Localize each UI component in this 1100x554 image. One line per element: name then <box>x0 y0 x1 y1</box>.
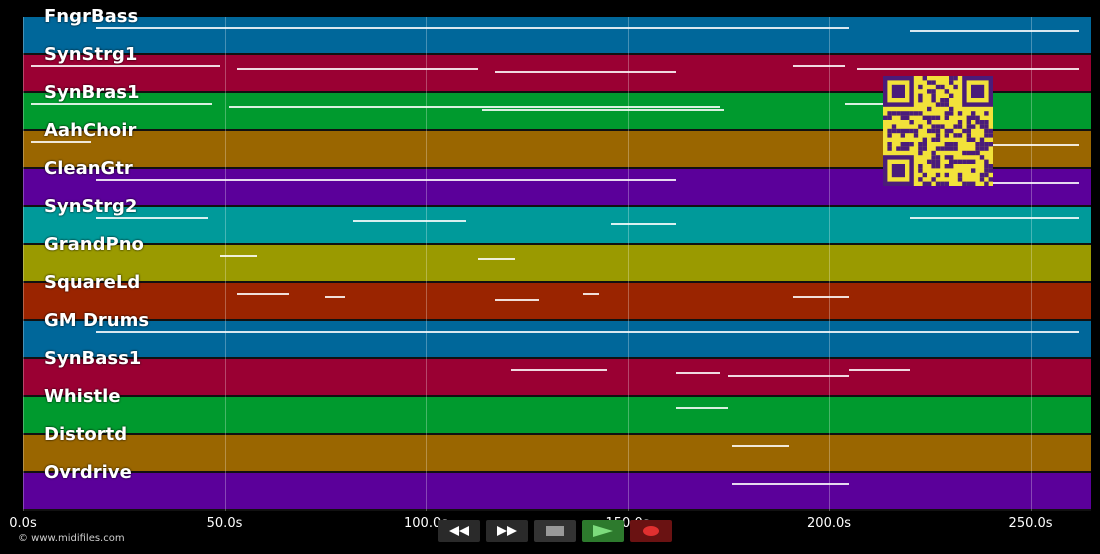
track-label: AahChoir <box>44 120 137 141</box>
note-segment <box>95 331 1079 333</box>
fast-forward-button[interactable] <box>486 520 528 542</box>
rewind-button[interactable] <box>438 520 480 542</box>
track-label: SynStrg1 <box>44 44 138 65</box>
time-tick-label: 200.0s <box>807 516 852 531</box>
note-segment <box>849 369 910 371</box>
track-row[interactable] <box>23 207 1091 245</box>
track-label: Distortd <box>44 424 128 445</box>
note-segment <box>31 103 213 105</box>
track-row[interactable] <box>23 283 1091 321</box>
note-segment <box>31 65 221 67</box>
track-label: Whistle <box>44 386 121 407</box>
fast-forward-icon <box>497 526 517 536</box>
note-segment <box>792 65 846 67</box>
note-segment <box>494 299 539 301</box>
record-button[interactable] <box>630 520 672 542</box>
note-segment <box>95 179 676 181</box>
note-segment <box>732 483 850 485</box>
track-row[interactable] <box>23 473 1091 511</box>
note-segment <box>728 375 850 377</box>
note-segment <box>325 296 346 298</box>
note-segment <box>909 30 1079 32</box>
grid-line <box>627 17 629 511</box>
track-row[interactable] <box>23 435 1091 473</box>
note-segment <box>353 220 467 222</box>
time-tick-label: 250.0s <box>1008 516 1053 531</box>
track-label: GrandPno <box>44 234 144 255</box>
note-segment <box>236 293 289 295</box>
track-row[interactable] <box>23 245 1091 283</box>
note-segment <box>220 255 257 257</box>
note-segment <box>990 182 1079 184</box>
note-segment <box>228 106 721 108</box>
note-segment <box>95 217 209 219</box>
transport-controls <box>438 520 672 542</box>
track-row[interactable] <box>23 359 1091 397</box>
time-tick-label: 100.0s <box>404 516 449 531</box>
track-row[interactable] <box>23 397 1091 435</box>
play-button[interactable] <box>582 520 624 542</box>
copyright-text: © www.midifiles.com <box>18 533 125 544</box>
note-segment <box>236 68 479 70</box>
track-label: SynBass1 <box>44 348 142 369</box>
rewind-icon <box>449 526 469 536</box>
note-segment <box>494 71 676 73</box>
grid-line <box>426 17 428 511</box>
note-segment <box>857 68 1079 70</box>
note-segment <box>583 293 600 295</box>
grid-line <box>224 17 226 511</box>
qr-code <box>883 76 993 186</box>
note-segment <box>510 369 608 371</box>
grid-line <box>23 17 24 511</box>
play-icon <box>593 525 613 537</box>
track-row[interactable] <box>23 17 1091 55</box>
record-icon <box>643 526 659 536</box>
time-tick-label: 50.0s <box>206 516 243 531</box>
track-label: SynStrg2 <box>44 196 138 217</box>
track-label: CleanGtr <box>44 158 133 179</box>
track-label: GM Drums <box>44 310 150 331</box>
track-label: Ovrdrive <box>44 462 132 483</box>
note-segment <box>95 27 850 29</box>
note-segment <box>990 144 1079 146</box>
note-segment <box>675 372 721 374</box>
note-segment <box>482 109 725 111</box>
note-segment <box>732 445 789 447</box>
track-row[interactable] <box>23 321 1091 359</box>
time-tick-label: 0.0s <box>9 516 37 531</box>
note-segment <box>909 217 1079 219</box>
track-label: SynBras1 <box>44 82 140 103</box>
note-segment <box>31 141 92 143</box>
note-segment <box>675 407 729 409</box>
note-segment <box>792 296 850 298</box>
track-label: SquareLd <box>44 272 141 293</box>
grid-line <box>829 17 831 511</box>
track-label: FngrBass <box>44 6 139 27</box>
note-segment <box>845 103 910 105</box>
note-segment <box>611 223 676 225</box>
grid-line <box>1030 17 1032 511</box>
stop-button[interactable] <box>534 520 576 542</box>
note-segment <box>478 258 515 260</box>
stop-icon <box>546 526 564 536</box>
